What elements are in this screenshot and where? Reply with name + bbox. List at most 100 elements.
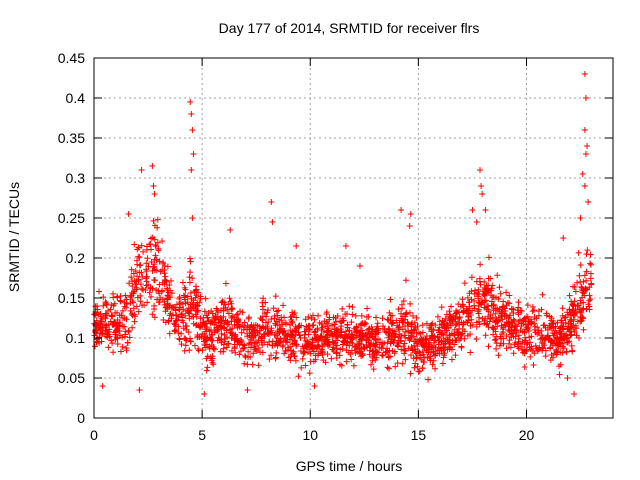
- data-point: [453, 336, 460, 343]
- data-point: [398, 301, 405, 308]
- data-point: [182, 292, 189, 299]
- data-point: [413, 354, 420, 361]
- data-point: [275, 307, 282, 314]
- data-point: [385, 354, 392, 361]
- data-point: [423, 320, 430, 327]
- data-point: [306, 326, 313, 333]
- data-point: [391, 334, 398, 341]
- data-point: [348, 347, 355, 354]
- data-point: [511, 317, 518, 324]
- data-point: [156, 281, 163, 288]
- data-point: [324, 334, 331, 341]
- data-point: [319, 324, 326, 331]
- data-point: [150, 183, 157, 189]
- data-point: [309, 336, 316, 343]
- data-point: [183, 326, 190, 333]
- data-point: [241, 324, 248, 331]
- data-point: [338, 319, 345, 326]
- data-point: [521, 346, 528, 353]
- data-point: [542, 347, 549, 354]
- data-point: [464, 332, 471, 339]
- data-point: [430, 349, 437, 356]
- data-point: [535, 327, 542, 334]
- data-point: [310, 348, 317, 355]
- data-point: [178, 330, 185, 337]
- data-point: [507, 324, 514, 331]
- data-point: [132, 313, 139, 320]
- data-point: [151, 277, 158, 284]
- data-point: [495, 352, 502, 359]
- data-point: [244, 361, 251, 368]
- data-point: [98, 318, 105, 325]
- data-point: [178, 341, 185, 348]
- data-point: [496, 308, 503, 315]
- data-point: [268, 352, 275, 359]
- data-point: [102, 314, 109, 321]
- data-point: [303, 344, 310, 351]
- data-point: [187, 338, 194, 345]
- data-point: [241, 342, 248, 349]
- data-point: [145, 281, 152, 288]
- data-point: [192, 294, 199, 301]
- data-point: [266, 356, 273, 363]
- data-point: [151, 306, 158, 313]
- data-point: [515, 311, 522, 318]
- data-point: [259, 313, 266, 320]
- data-point: [398, 346, 405, 353]
- data-point: [402, 356, 409, 363]
- data-point: [259, 306, 266, 313]
- data-point: [582, 95, 589, 101]
- data-point: [175, 323, 182, 330]
- data-point: [105, 307, 112, 314]
- data-point: [572, 288, 579, 295]
- data-point: [579, 314, 586, 321]
- data-point: [400, 297, 407, 304]
- data-point: [581, 183, 588, 189]
- data-point: [153, 256, 160, 263]
- data-point: [343, 358, 350, 365]
- data-point: [443, 311, 450, 318]
- data-point: [485, 254, 492, 261]
- data-point: [215, 334, 222, 341]
- y-tick-label: 0.45: [58, 50, 85, 66]
- data-point: [415, 339, 422, 346]
- data-point: [457, 335, 464, 342]
- data-point: [148, 293, 155, 300]
- data-point: [236, 323, 243, 330]
- data-point: [282, 319, 289, 326]
- data-point: [187, 99, 194, 105]
- data-point: [439, 360, 446, 367]
- data-point: [452, 352, 459, 359]
- data-point: [504, 320, 511, 327]
- data-point: [441, 350, 448, 357]
- data-point: [257, 315, 264, 322]
- data-point: [493, 345, 500, 352]
- data-point: [138, 242, 145, 249]
- y-tick-label: 0: [77, 410, 85, 426]
- data-point: [309, 322, 316, 329]
- data-point: [573, 332, 580, 339]
- data-point: [114, 335, 121, 342]
- data-point: [545, 332, 552, 339]
- data-point: [137, 298, 144, 305]
- data-point: [151, 222, 158, 229]
- data-point: [156, 258, 163, 265]
- data-point: [123, 304, 130, 311]
- data-point: [274, 322, 281, 329]
- data-point: [265, 329, 272, 336]
- data-point: [511, 323, 518, 330]
- data-point: [354, 342, 361, 349]
- data-point: [198, 333, 205, 340]
- data-point: [447, 313, 454, 320]
- data-point: [467, 349, 474, 356]
- data-point: [206, 334, 213, 341]
- data-point: [240, 345, 247, 352]
- data-point: [568, 298, 575, 305]
- data-point: [540, 322, 547, 329]
- data-point: [529, 303, 536, 310]
- data-point: [372, 349, 379, 356]
- data-point: [407, 335, 414, 342]
- data-point: [510, 316, 517, 323]
- data-point: [235, 315, 242, 322]
- data-point: [208, 318, 215, 325]
